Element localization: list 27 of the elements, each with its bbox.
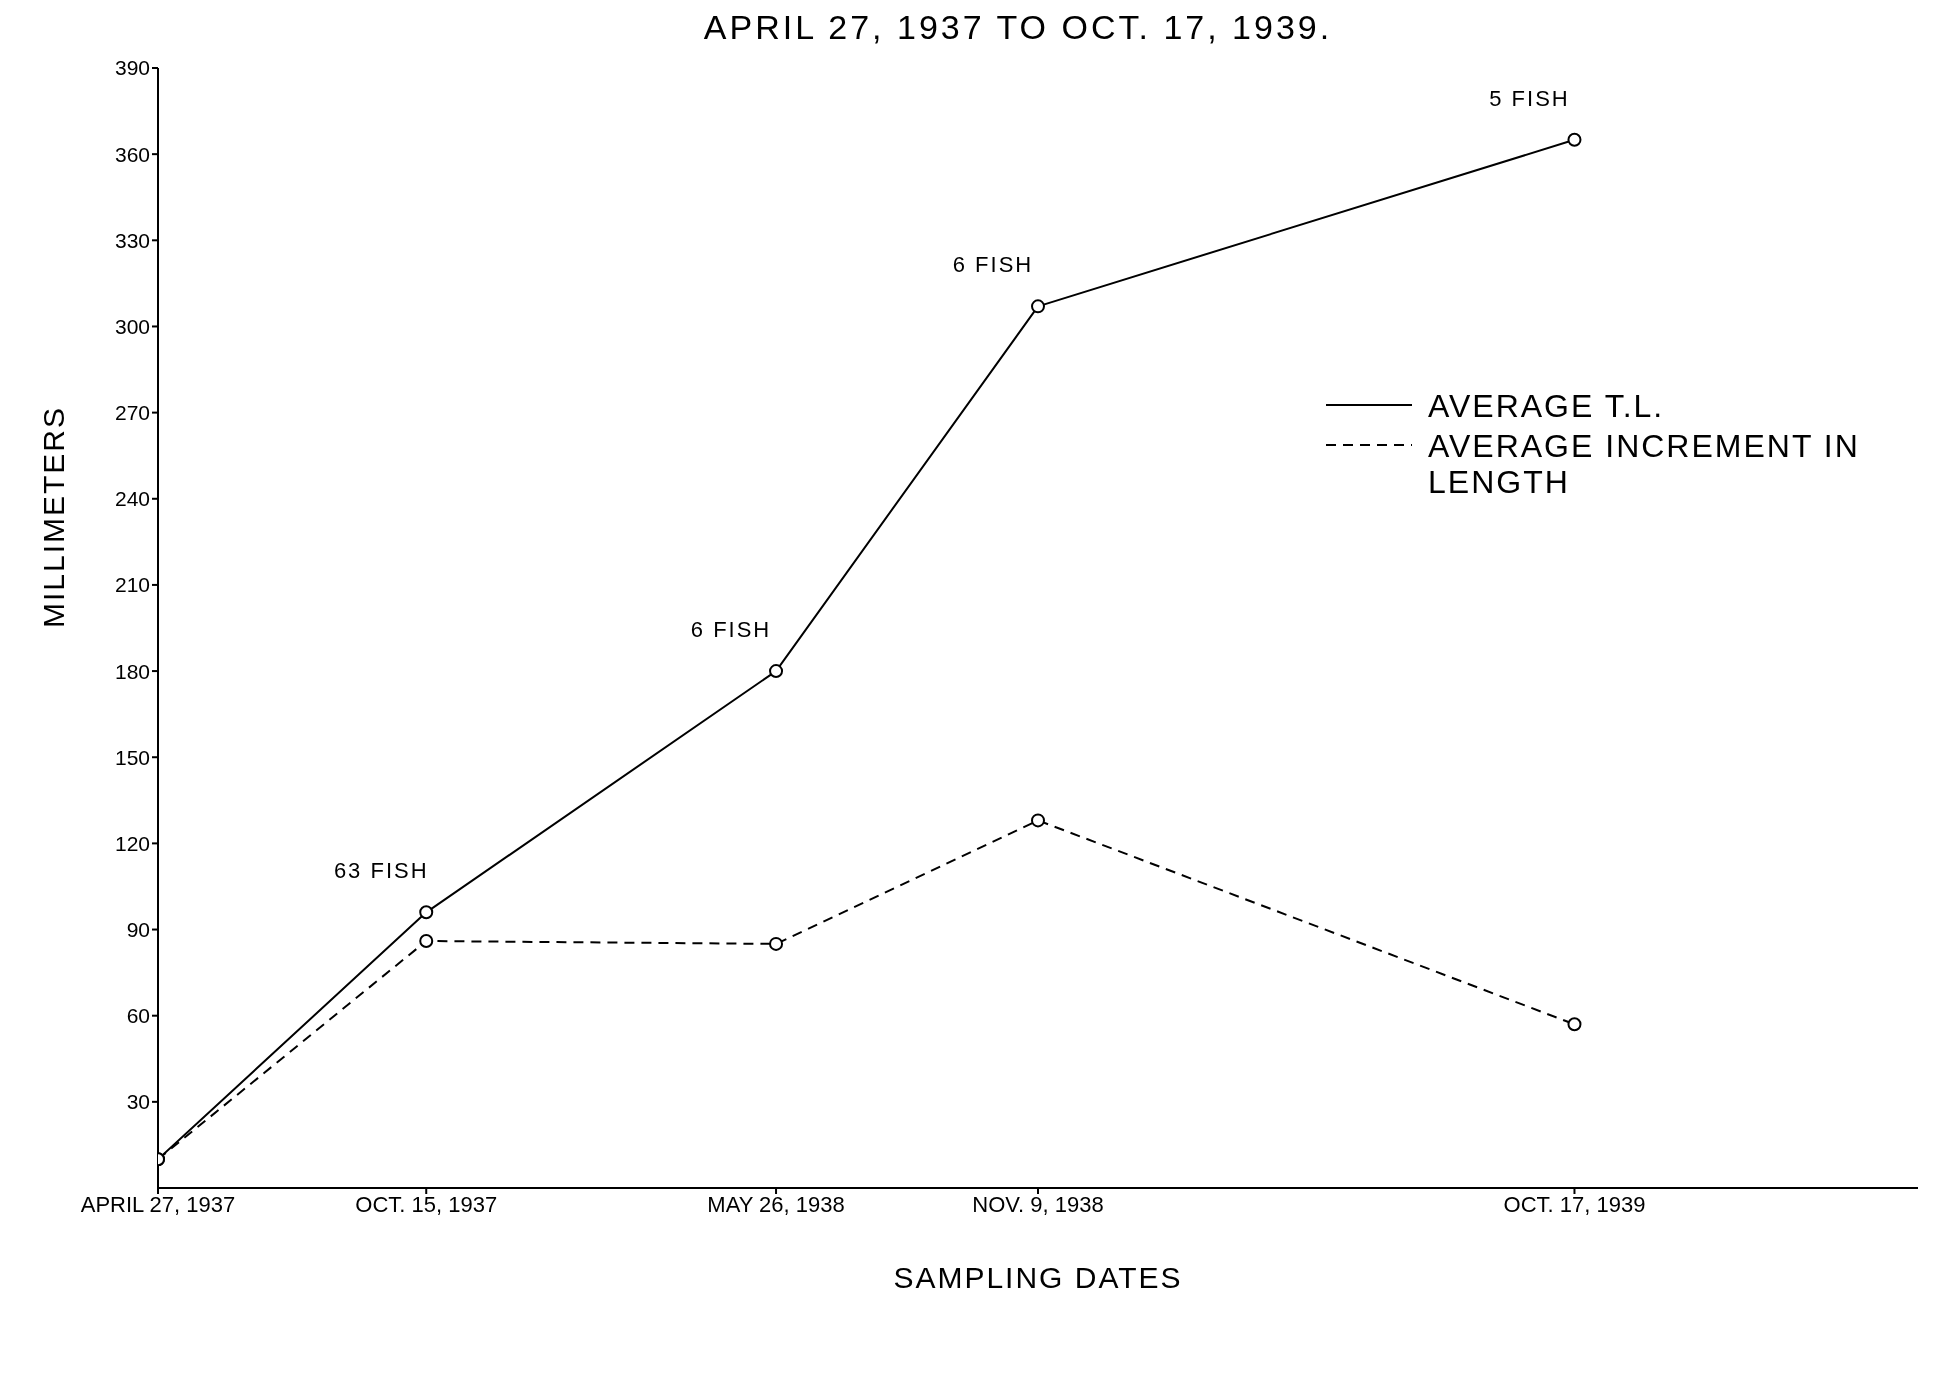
y-tick-label: 120	[114, 831, 150, 855]
x-axis-title: SAMPLING DATES	[893, 1261, 1183, 1294]
x-tick-label: NOV. 9, 1938	[972, 1191, 1104, 1217]
y-tick-label: 150	[114, 745, 150, 769]
y-tick-label: 270	[114, 401, 150, 425]
x-tick-label: OCT. 15, 1937	[355, 1191, 498, 1217]
x-tick-label: OCT. 17, 1939	[1503, 1191, 1646, 1217]
legend-label: AVERAGE T.L.	[1428, 388, 1665, 424]
x-tick-label: MAY 26, 1938	[707, 1191, 845, 1217]
y-tick-label: 330	[114, 228, 150, 252]
y-tick-label: 210	[114, 573, 150, 597]
y-tick-label: 390	[114, 56, 150, 80]
y-tick-label: 180	[114, 659, 150, 683]
y-tick-label: 90	[126, 917, 150, 941]
y-tick-label: 300	[114, 314, 150, 338]
y-tick-label: 60	[126, 1004, 150, 1028]
x-tick-label: APRIL 27, 1937	[80, 1191, 236, 1217]
annotation: 63 FISH	[333, 858, 429, 884]
annotation: 6 FISH	[952, 252, 1034, 278]
y-tick-label: 30	[126, 1090, 150, 1114]
y-axis-title: MILLIMETERS	[36, 405, 70, 628]
annotation: 6 FISH	[690, 617, 772, 643]
legend-label: AVERAGE INCREMENT IN LENGTH	[1428, 428, 1861, 500]
chart-title: APRIL 27, 1937 TO OCT. 17, 1939.	[702, 8, 1334, 48]
annotation: 5 FISH	[1489, 85, 1570, 111]
y-tick-label: 240	[114, 487, 150, 511]
y-tick-label: 360	[114, 142, 150, 166]
